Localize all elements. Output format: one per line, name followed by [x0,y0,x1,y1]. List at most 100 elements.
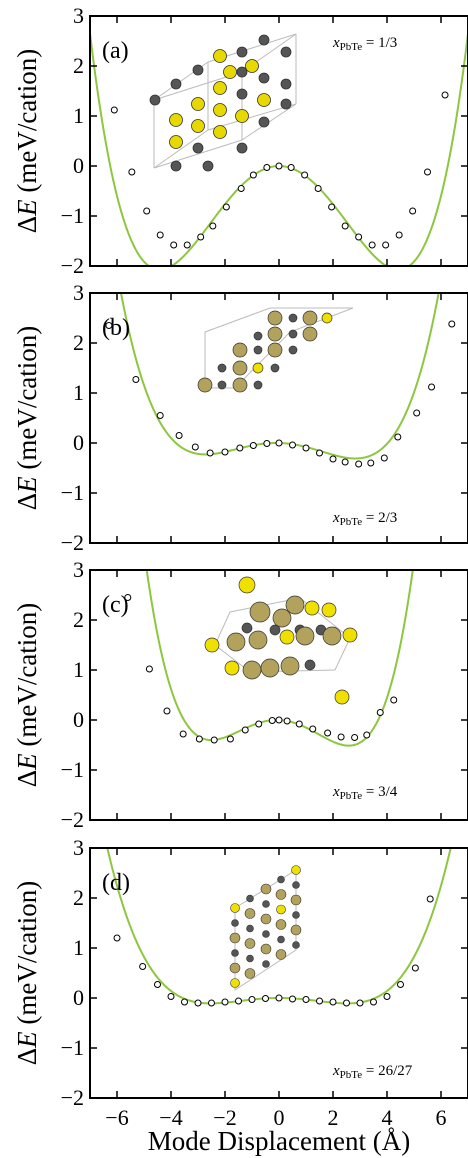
data-point [132,376,140,383]
data-point [105,322,113,329]
data-point [206,449,214,457]
data-point [301,171,309,179]
composition-label: xPbTe = 2/3 [332,510,397,528]
inset-edge [234,869,297,991]
y-axis-label: ΔE (meV/cation) [12,49,42,234]
x-tick-label: 4 [382,1105,393,1130]
pbte-atom [204,637,220,653]
host-atom [269,624,281,636]
chart-panel-2: −2 −1 0 1 2 3 ΔE (meV/cation) (c) xPbTe = 3/4 [12,557,468,832]
data-point [275,162,283,170]
data-point [221,998,229,1006]
data-point [426,895,434,903]
host-atom [170,78,182,90]
pbte-atom [230,978,240,988]
host-atom [253,380,263,390]
data-point [314,185,322,192]
data-point [324,729,332,737]
data-point [337,733,345,741]
data-point [124,594,132,601]
host-atom [288,313,298,323]
y-tick-label: 0 [73,707,84,732]
data-point [263,164,271,171]
host-atom [267,326,283,342]
data-point [397,981,404,988]
data-point [128,168,136,176]
host-atom [292,881,300,889]
x-tick-label: 0 [274,1105,285,1130]
host-atom [262,930,270,938]
host-atom [229,962,241,974]
host-atom [241,622,253,634]
data-point [341,458,349,466]
host-atom [280,78,292,90]
data-point [428,383,436,391]
pbte-atom [238,576,256,594]
pbte-atom [230,903,240,913]
pbte-atom [321,312,333,324]
x-tick-label: 6 [436,1105,447,1130]
data-point [156,412,164,419]
host-atom [249,601,271,623]
data-point [355,460,363,468]
y-tick-label: 2 [73,53,84,78]
host-atom [253,345,263,355]
data-point [287,164,295,171]
data-point [167,993,175,1000]
host-atom [260,943,272,955]
y-tick-label: −1 [61,1035,84,1060]
pbte-atom [257,93,271,107]
data-point [283,717,291,725]
host-atom [302,326,318,342]
host-atom [226,632,246,652]
host-atom [260,913,272,925]
host-atom [295,626,315,646]
data-point [191,443,199,451]
x-tick-label: −2 [213,1105,236,1130]
host-atom [262,900,270,908]
host-atom [275,949,287,960]
data-point [226,735,234,743]
host-atom [248,630,268,650]
data-point [210,736,218,744]
host-atom [280,46,292,58]
host-atom [242,660,262,680]
y-tick-label: 0 [73,985,84,1010]
host-atom [258,116,270,128]
composition-label: xPbTe = 26/27 [332,1063,413,1081]
host-atom [258,72,270,84]
host-atom [304,659,316,671]
data-point [316,997,323,1005]
y-tick-label: 1 [73,935,84,960]
pbte-atom [169,135,183,149]
data-point [302,996,310,1003]
pbte-atom [191,119,205,133]
host-atom [260,658,280,678]
data-point [197,233,205,241]
data-point [145,665,153,673]
y-tick-label: 0 [73,153,84,178]
data-point [413,409,421,417]
data-point [113,934,121,942]
panel-tag: (a) [102,38,129,64]
data-point [329,455,337,463]
pbte-atom [245,59,259,73]
data-point [249,171,257,179]
y-tick-label: 2 [73,607,84,632]
pbte-atom [213,49,227,63]
y-tick-label: 3 [73,280,84,305]
data-point [394,433,402,441]
data-point [237,185,245,192]
x-tick-label: 2 [328,1105,339,1130]
data-point [356,999,364,1007]
data-point [209,222,217,230]
host-atom [244,968,256,979]
host-atom [302,310,318,326]
data-point [289,441,296,449]
data-point [175,432,183,439]
y-tick-label: 3 [73,3,84,28]
pbte-atom [223,65,237,79]
data-point [248,996,256,1003]
host-atom [262,960,270,968]
host-atom [267,342,283,358]
